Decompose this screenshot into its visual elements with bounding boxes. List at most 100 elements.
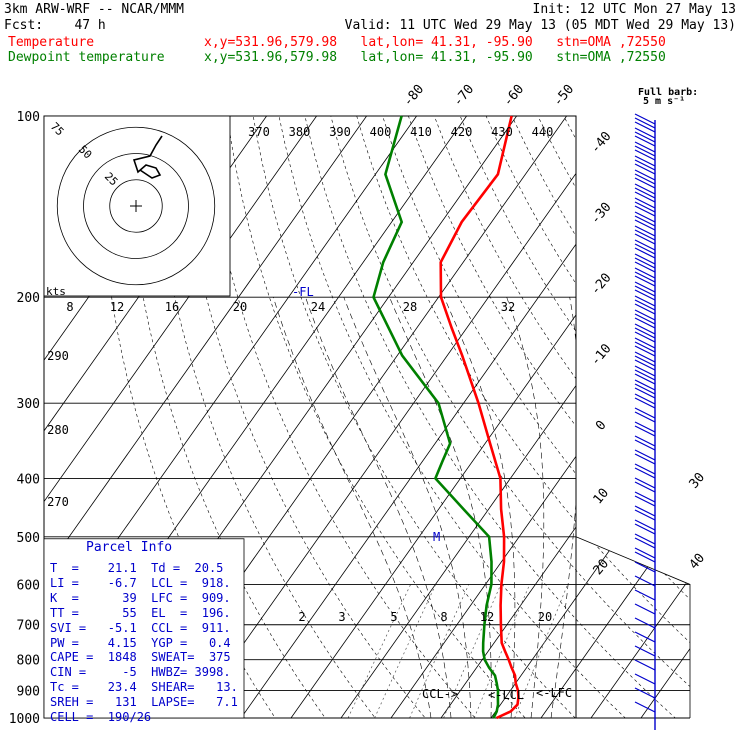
wind-barb	[634, 177, 656, 189]
wind-barb	[634, 537, 656, 549]
pressure-tick-label: 1000	[9, 712, 40, 727]
isotherm-tick-label: -10	[588, 341, 615, 369]
dry-adiabat	[227, 116, 538, 718]
isotherm-tick-label: -50	[551, 82, 578, 110]
freezing-level-label: -FL	[292, 285, 314, 299]
moist-adiabat	[550, 297, 580, 718]
wind-barb	[634, 575, 656, 587]
wind-barb	[634, 467, 656, 479]
mixing-ratio-label: 8	[440, 610, 447, 624]
isotherm-tick-label: 0	[593, 418, 610, 434]
barb-legend-units: 5 m s⁻¹	[643, 96, 685, 107]
parcel-info-row: CAPE = 1848 SWEAT= 375	[50, 650, 231, 665]
ccl-label: CCL->	[422, 687, 458, 701]
theta-tick-label: 400	[370, 125, 392, 139]
wind-barb	[634, 603, 656, 615]
wind-barb	[634, 337, 656, 349]
theta-tick-label: 420	[451, 125, 473, 139]
hodograph-trace	[132, 135, 163, 179]
wind-barb	[634, 145, 656, 157]
valid-time: Valid: 11 UTC Wed 29 May 13 (05 MDT Wed …	[344, 18, 736, 33]
wind-barb	[634, 439, 656, 451]
theta-tick-label: 440	[532, 125, 554, 139]
hodograph-units: kts	[46, 285, 66, 298]
wind-barb	[634, 275, 656, 287]
wind-barb	[634, 369, 656, 381]
wind-barb	[634, 519, 656, 531]
mixing-ratio-label: 12	[480, 610, 494, 624]
mixing-ratio-line	[443, 584, 502, 718]
wind-barb	[634, 359, 656, 371]
mixing-ratio-label: 3	[338, 610, 345, 624]
hodograph-ring	[109, 179, 163, 233]
marker-m: M	[433, 530, 440, 544]
isotherm-line	[440, 116, 690, 718]
wind-barb	[634, 289, 656, 301]
isotherm-tick-label: -30	[588, 200, 615, 228]
theta-tick-label: 370	[248, 125, 270, 139]
wind-barb	[634, 191, 656, 203]
wind-barb	[634, 477, 656, 489]
wind-barb	[634, 481, 656, 493]
wind-barb	[634, 453, 656, 465]
theta-side-label: 280	[47, 423, 69, 437]
wind-barb	[634, 505, 656, 517]
profiles	[372, 115, 520, 720]
wind-barb	[634, 365, 656, 377]
hodograph-speed-label: 12	[110, 300, 124, 314]
wind-barb	[634, 117, 656, 129]
wind-barb	[634, 121, 656, 133]
temperature-series-line	[439, 115, 520, 720]
wind-barb	[634, 141, 656, 153]
parcel-info-box	[43, 538, 245, 719]
wind-barb	[634, 309, 656, 321]
dry-adiabat	[615, 116, 690, 718]
wind-barb	[634, 351, 656, 363]
wind-barb	[634, 131, 656, 143]
dry-adiabat	[252, 116, 589, 718]
wind-barb	[634, 169, 656, 181]
temperature-legend-info: x,y=531.96,579.98 lat,lon= 41.31, -95.90…	[204, 35, 666, 50]
wind-barb	[634, 425, 656, 437]
dry-adiabat	[666, 116, 690, 718]
lcl-label: <-LCL	[488, 688, 524, 702]
wind-barb	[634, 127, 656, 139]
parcel-info-row: CELL = 190/26	[50, 710, 152, 724]
isotherm-tick-label: 30	[687, 470, 709, 492]
pressure-tick-label: 700	[17, 619, 40, 634]
wind-barb	[634, 387, 656, 399]
isotherm-tick-label: 40	[687, 551, 709, 573]
wind-barb	[634, 617, 656, 629]
moist-adiabat	[443, 297, 516, 718]
wind-barb	[634, 149, 656, 161]
wind-barb	[634, 331, 656, 343]
isotherm-line	[490, 116, 690, 718]
theta-tick-label: 430	[491, 125, 513, 139]
wind-barb	[634, 449, 656, 461]
parcel-info-row: SREH = 131 LAPSE= 7.1	[50, 695, 238, 710]
wind-barbs	[634, 113, 656, 730]
isotherm-tick-label: -70	[451, 82, 478, 110]
wind-barb	[634, 285, 656, 297]
mixing-ratio-label: 2	[298, 610, 305, 624]
parcel-info-row: Tc = 23.4 SHEAR= 13.	[50, 680, 238, 695]
dry-adiabat	[408, 116, 690, 718]
dry-adiabat	[382, 116, 690, 718]
wind-barb	[634, 219, 656, 231]
dewpoint-legend-info: x,y=531.96,579.98 lat,lon= 41.31, -95.90…	[204, 50, 666, 65]
dry-adiabat	[175, 116, 437, 718]
wind-barb	[634, 421, 656, 433]
hodograph-speed-label: 16	[165, 300, 179, 314]
mixing-ratio-line	[374, 584, 437, 718]
wind-barb	[634, 323, 656, 335]
dry-adiabat	[304, 116, 690, 718]
theta-tick-label: 410	[410, 125, 432, 139]
wind-barb	[634, 243, 656, 255]
wind-barb	[634, 197, 656, 209]
dry-adiabat	[278, 116, 639, 718]
pressure-tick-label: 200	[17, 291, 40, 306]
wind-barb	[634, 673, 656, 685]
theta-side-label: 290	[47, 349, 69, 363]
dry-adiabat	[563, 116, 690, 718]
wind-barb	[634, 551, 656, 563]
